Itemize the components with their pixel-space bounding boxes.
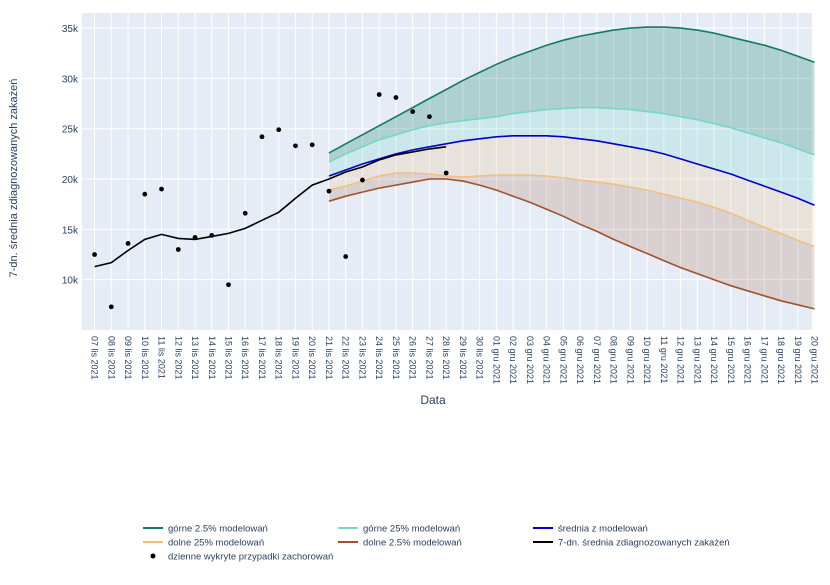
x-tick-label: 18 gru 2021 <box>776 336 786 384</box>
data-point <box>410 109 416 115</box>
data-point <box>259 134 265 140</box>
band-lower-outer <box>329 173 815 309</box>
x-tick-label: 09 lis 2021 <box>123 336 133 380</box>
y-tick-label: 10k <box>62 276 79 287</box>
band-upper-outer <box>329 27 815 162</box>
x-tick-label: 13 gru 2021 <box>692 336 702 384</box>
y-tick-label: 25k <box>62 125 79 136</box>
legend: górne 2.5% modelowań górne 25% modelowań ś… <box>143 524 730 563</box>
x-tick-label: 04 gru 2021 <box>542 336 552 384</box>
x-tick-label: 26 lis 2021 <box>408 336 418 380</box>
data-point <box>326 188 332 194</box>
x-tick-label: 20 lis 2021 <box>307 336 317 380</box>
data-point <box>427 114 432 120</box>
x-tick-label: 06 gru 2021 <box>575 336 585 384</box>
x-tick-label: 12 lis 2021 <box>173 336 183 380</box>
legend-label: dzienne wykryte przypadki zachorowań <box>168 552 333 563</box>
x-tick-label: 15 gru 2021 <box>726 336 736 384</box>
x-tick-label: 16 gru 2021 <box>743 336 753 384</box>
x-tick-label: 29 lis 2021 <box>458 336 468 380</box>
x-tick-label: 14 lis 2021 <box>207 336 217 380</box>
line-observed-avg <box>94 146 447 268</box>
x-tick-label: 18 lis 2021 <box>274 336 284 380</box>
x-tick-label: 03 gru 2021 <box>525 336 535 384</box>
x-tick-label: 21 lis 2021 <box>324 336 334 380</box>
x-tick-label: 27 lis 2021 <box>424 336 434 380</box>
x-tick-label: 24 lis 2021 <box>374 336 384 380</box>
x-tick-label: 08 lis 2021 <box>106 336 116 380</box>
x-axis-label: Data <box>420 393 446 407</box>
x-tick-label: 30 lis 2021 <box>475 336 485 380</box>
x-tick-label: 12 gru 2021 <box>676 336 686 384</box>
data-point <box>159 186 164 192</box>
x-tick-label: 17 lis 2021 <box>257 336 267 380</box>
data-point <box>309 142 315 148</box>
grid <box>82 13 816 330</box>
series-lines <box>94 26 815 310</box>
data-point <box>276 127 282 133</box>
x-tick-label: 23 lis 2021 <box>357 336 367 380</box>
x-tick-label: 15 lis 2021 <box>224 336 234 380</box>
legend-label: średnia z modelowań <box>558 524 648 535</box>
daily-markers <box>92 92 449 310</box>
legend-label: dolne 25% modelowań <box>168 538 264 549</box>
y-tick-label: 30k <box>62 74 79 85</box>
x-tick-label: 11 gru 2021 <box>659 336 669 383</box>
data-point <box>92 252 97 257</box>
y-axis-label: 7-dn. średnia zdiagnozowanych zakażeń <box>8 79 20 278</box>
y-tick-label: 35k <box>62 24 79 35</box>
legend-label: górne 25% modelowań <box>363 524 460 535</box>
band-upper-inner <box>329 107 815 206</box>
x-tick-label: 13 lis 2021 <box>190 336 200 380</box>
x-tick-label: 20 gru 2021 <box>810 336 820 384</box>
legend-swatch <box>150 553 156 559</box>
data-point <box>226 282 231 288</box>
data-point <box>192 235 198 240</box>
x-tick-label: 22 lis 2021 <box>341 336 351 380</box>
line-upper-25 <box>328 106 815 163</box>
data-point <box>343 254 349 259</box>
legend-label: dolne 2.5% modelowań <box>363 538 462 549</box>
line-lower-2-5 <box>328 178 815 310</box>
data-point <box>142 191 148 197</box>
x-tick-label: 16 lis 2021 <box>240 336 250 380</box>
x-tick-label: 01 gru 2021 <box>491 336 501 384</box>
x-tick-label: 02 gru 2021 <box>508 336 518 384</box>
line-upper-2-5 <box>328 26 815 154</box>
data-point <box>175 247 181 252</box>
data-point <box>125 241 131 246</box>
data-point <box>209 233 215 238</box>
y-tick-label: 15k <box>62 225 79 236</box>
line-mean <box>328 135 815 206</box>
x-tick-label: 19 lis 2021 <box>290 336 300 380</box>
legend-label: górne 2.5% modelowań <box>168 524 268 535</box>
x-tick-label: 25 lis 2021 <box>391 336 401 380</box>
x-tick-label: 05 gru 2021 <box>558 336 568 384</box>
x-tick-label: 11 lis 2021 <box>157 336 167 379</box>
y-tick-label: 20k <box>62 175 79 186</box>
data-point <box>293 143 298 149</box>
x-tick-label: 08 gru 2021 <box>609 336 619 384</box>
data-point <box>443 170 449 176</box>
x-tick-label: 09 gru 2021 <box>625 336 635 384</box>
x-axis: 07 lis 2021 08 lis 2021 09 lis 2021 10 lis … <box>90 336 820 384</box>
legend-label: 7-dn. średnia zdiagnozowanych zakażeń <box>558 538 730 549</box>
x-tick-label: 10 lis 2021 <box>140 336 150 380</box>
y-axis: 10k 15k 20k 25k 30k 35k <box>62 24 79 287</box>
line-lower-25 <box>328 172 815 248</box>
x-tick-label: 14 gru 2021 <box>709 336 719 384</box>
x-tick-label: 10 gru 2021 <box>642 336 652 384</box>
x-tick-label: 28 lis 2021 <box>441 336 451 380</box>
data-point <box>393 95 399 100</box>
x-tick-label: 17 gru 2021 <box>759 336 769 384</box>
data-point <box>108 304 114 310</box>
data-point <box>360 177 365 183</box>
x-tick-label: 19 gru 2021 <box>793 336 803 384</box>
data-point <box>376 92 382 97</box>
data-point <box>242 210 248 216</box>
x-tick-label: 07 lis 2021 <box>90 336 100 380</box>
x-tick-label: 07 gru 2021 <box>592 336 602 384</box>
